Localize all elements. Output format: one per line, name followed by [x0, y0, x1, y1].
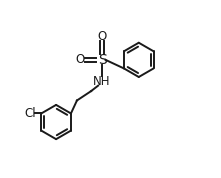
- Text: Cl: Cl: [24, 107, 36, 120]
- Text: O: O: [97, 30, 107, 43]
- Text: S: S: [98, 53, 106, 67]
- Text: O: O: [75, 53, 85, 66]
- Text: NH: NH: [93, 75, 111, 88]
